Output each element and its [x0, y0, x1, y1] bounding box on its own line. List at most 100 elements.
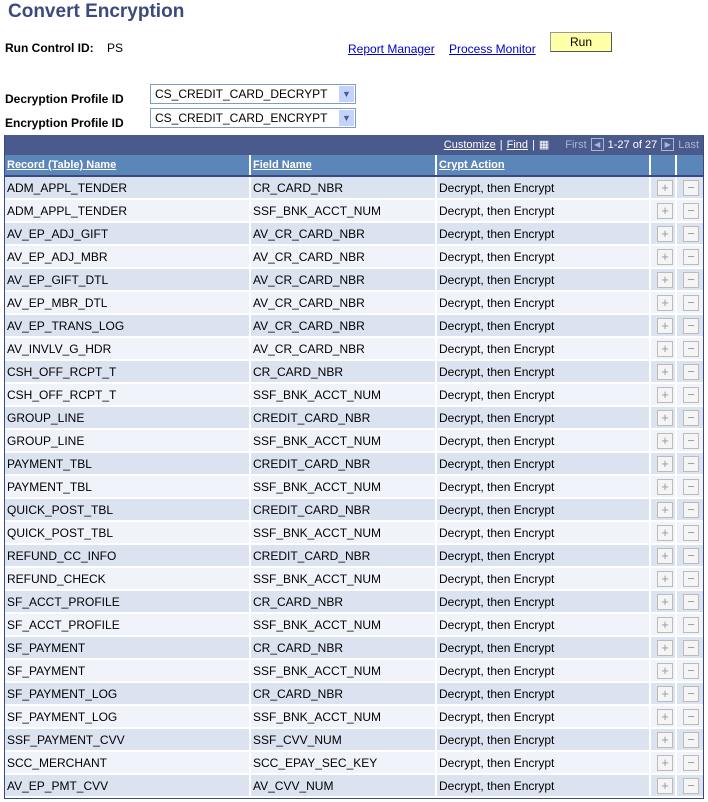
- table-row: AV_EP_ADJ_MBR AV_CR_CARD_NBR Decrypt, then…: [5, 245, 703, 269]
- delete-row-button[interactable]: −: [683, 754, 699, 771]
- add-row-button[interactable]: +: [657, 386, 673, 403]
- delete-row-button[interactable]: −: [683, 363, 699, 380]
- delete-row-button[interactable]: −: [683, 501, 699, 518]
- field-name-cell: AV_CR_CARD_NBR: [249, 222, 436, 246]
- delete-row-cell: −: [675, 705, 703, 729]
- delete-row-button[interactable]: −: [683, 662, 699, 679]
- add-row-button[interactable]: +: [657, 294, 673, 311]
- delete-row-button[interactable]: −: [683, 708, 699, 725]
- add-row-button[interactable]: +: [657, 501, 673, 518]
- add-row-button[interactable]: +: [657, 593, 673, 610]
- add-row-button[interactable]: +: [657, 754, 673, 771]
- add-row-button[interactable]: +: [657, 708, 673, 725]
- delete-row-button[interactable]: −: [683, 593, 699, 610]
- add-row-button[interactable]: +: [657, 685, 673, 702]
- delete-row-button[interactable]: −: [683, 547, 699, 564]
- crypt-action-cell: Decrypt, then Encrypt: [435, 383, 650, 407]
- add-row-button[interactable]: +: [657, 248, 673, 265]
- column-record-name[interactable]: Record (Table) Name: [5, 155, 250, 177]
- process-monitor-link[interactable]: Process Monitor: [449, 42, 536, 56]
- find-link[interactable]: Find: [506, 138, 528, 151]
- delete-row-button[interactable]: −: [683, 271, 699, 288]
- add-row-button[interactable]: +: [657, 570, 673, 587]
- delete-row-button[interactable]: −: [683, 432, 699, 449]
- decryption-profile-label: Decryption Profile ID: [5, 92, 124, 106]
- column-add: [649, 155, 676, 177]
- delete-row-button[interactable]: −: [683, 225, 699, 242]
- delete-row-button[interactable]: −: [683, 179, 699, 196]
- add-row-button[interactable]: +: [657, 271, 673, 288]
- delete-row-button[interactable]: −: [683, 524, 699, 541]
- add-row-button[interactable]: +: [657, 524, 673, 541]
- delete-row-button[interactable]: −: [683, 409, 699, 426]
- chevron-down-icon[interactable]: ▼: [339, 110, 354, 126]
- delete-row-cell: −: [675, 751, 703, 775]
- column-field-name[interactable]: Field Name: [249, 155, 436, 177]
- record-name-cell: AV_EP_MBR_DTL: [5, 291, 250, 315]
- record-name-cell: AV_EP_PMT_CVV: [5, 774, 250, 798]
- decryption-profile-select[interactable]: CS_CREDIT_CARD_DECRYPT ▼: [150, 84, 356, 104]
- delete-row-button[interactable]: −: [683, 202, 699, 219]
- delete-row-button[interactable]: −: [683, 386, 699, 403]
- add-row-button[interactable]: +: [657, 455, 673, 472]
- report-manager-link[interactable]: Report Manager: [348, 42, 435, 56]
- add-row-button[interactable]: +: [657, 777, 673, 794]
- delete-row-button[interactable]: −: [683, 294, 699, 311]
- add-row-button[interactable]: +: [657, 547, 673, 564]
- record-name-cell: SCC_MERCHANT: [5, 751, 250, 775]
- add-row-button[interactable]: +: [657, 478, 673, 495]
- field-name-cell: SSF_BNK_ACCT_NUM: [249, 199, 436, 223]
- delete-row-button[interactable]: −: [683, 639, 699, 656]
- add-row-button[interactable]: +: [657, 202, 673, 219]
- crypt-action-cell: Decrypt, then Encrypt: [435, 360, 650, 384]
- field-name-cell: CR_CARD_NBR: [249, 176, 436, 200]
- add-row-button[interactable]: +: [657, 225, 673, 242]
- add-row-button[interactable]: +: [657, 662, 673, 679]
- delete-row-button[interactable]: −: [683, 570, 699, 587]
- column-crypt-action[interactable]: Crypt Action: [435, 155, 650, 177]
- delete-row-cell: −: [675, 429, 703, 453]
- field-name-cell: SSF_BNK_ACCT_NUM: [249, 521, 436, 545]
- record-name-cell: REFUND_CC_INFO: [5, 544, 250, 568]
- delete-row-cell: −: [675, 337, 703, 361]
- encryption-profile-select[interactable]: CS_CREDIT_CARD_ENCRYPT ▼: [150, 108, 356, 128]
- delete-row-button[interactable]: −: [683, 478, 699, 495]
- add-row-button[interactable]: +: [657, 363, 673, 380]
- next-icon: ▶: [661, 138, 675, 151]
- delete-row-button[interactable]: −: [683, 248, 699, 265]
- add-row-button[interactable]: +: [657, 340, 673, 357]
- delete-row-button[interactable]: −: [683, 455, 699, 472]
- add-row-button[interactable]: +: [657, 409, 673, 426]
- delete-row-cell: −: [675, 176, 703, 200]
- delete-row-button[interactable]: −: [683, 616, 699, 633]
- chevron-down-icon[interactable]: ▼: [339, 86, 354, 102]
- delete-row-cell: −: [675, 268, 703, 292]
- delete-row-button[interactable]: −: [683, 685, 699, 702]
- customize-link[interactable]: Customize: [443, 138, 496, 151]
- table-row: GROUP_LINE CREDIT_CARD_NBR Decrypt, then E…: [5, 406, 703, 430]
- add-row-button[interactable]: +: [657, 179, 673, 196]
- add-row-button[interactable]: +: [657, 317, 673, 334]
- table-row: SF_PAYMENT_LOG SSF_BNK_ACCT_NUM Decrypt, t…: [5, 705, 703, 729]
- field-name-cell: SSF_BNK_ACCT_NUM: [249, 567, 436, 591]
- add-row-cell: +: [649, 774, 676, 798]
- add-row-cell: +: [649, 544, 676, 568]
- delete-row-button[interactable]: −: [683, 340, 699, 357]
- delete-row-cell: −: [675, 590, 703, 614]
- add-row-button[interactable]: +: [657, 616, 673, 633]
- add-row-cell: +: [649, 498, 676, 522]
- delete-row-button[interactable]: −: [683, 731, 699, 748]
- crypt-action-cell: Decrypt, then Encrypt: [435, 567, 650, 591]
- delete-row-cell: −: [675, 498, 703, 522]
- add-row-button[interactable]: +: [657, 432, 673, 449]
- add-row-button[interactable]: +: [657, 639, 673, 656]
- run-button[interactable]: Run: [550, 32, 612, 52]
- download-grid-icon[interactable]: ▦: [538, 139, 550, 151]
- delete-row-button[interactable]: −: [683, 777, 699, 794]
- delete-row-button[interactable]: −: [683, 317, 699, 334]
- add-row-cell: +: [649, 199, 676, 223]
- table-row: AV_EP_TRANS_LOG AV_CR_CARD_NBR Decrypt, th…: [5, 314, 703, 338]
- add-row-button[interactable]: +: [657, 731, 673, 748]
- column-delete: [675, 155, 703, 177]
- field-name-cell: AV_CR_CARD_NBR: [249, 314, 436, 338]
